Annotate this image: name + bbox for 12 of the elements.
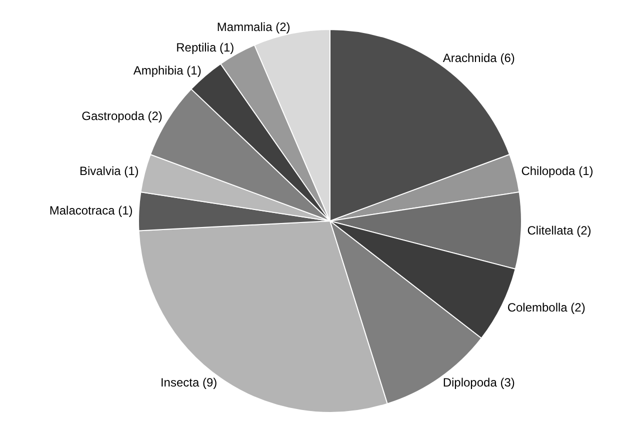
slice-label: Colembolla (2) [507, 300, 586, 314]
slice-label: Reptilia (1) [176, 40, 234, 55]
slice-label: Arachnida (6) [442, 51, 515, 66]
slice-label: Malacotraca (1) [49, 203, 133, 218]
slice-label: Clitellata (2) [527, 223, 592, 238]
slice-label: Bivalvia (1) [79, 164, 139, 178]
slice-label: Mammalia (2) [216, 20, 290, 34]
slice-label: Chilopoda (1) [521, 164, 594, 178]
slice-label: Amphibia (1) [133, 63, 202, 78]
slice-label: Insecta (9) [160, 375, 218, 390]
slice-label: Gastropoda (2) [82, 108, 162, 123]
slice-label: Diplopoda (3) [442, 375, 515, 390]
